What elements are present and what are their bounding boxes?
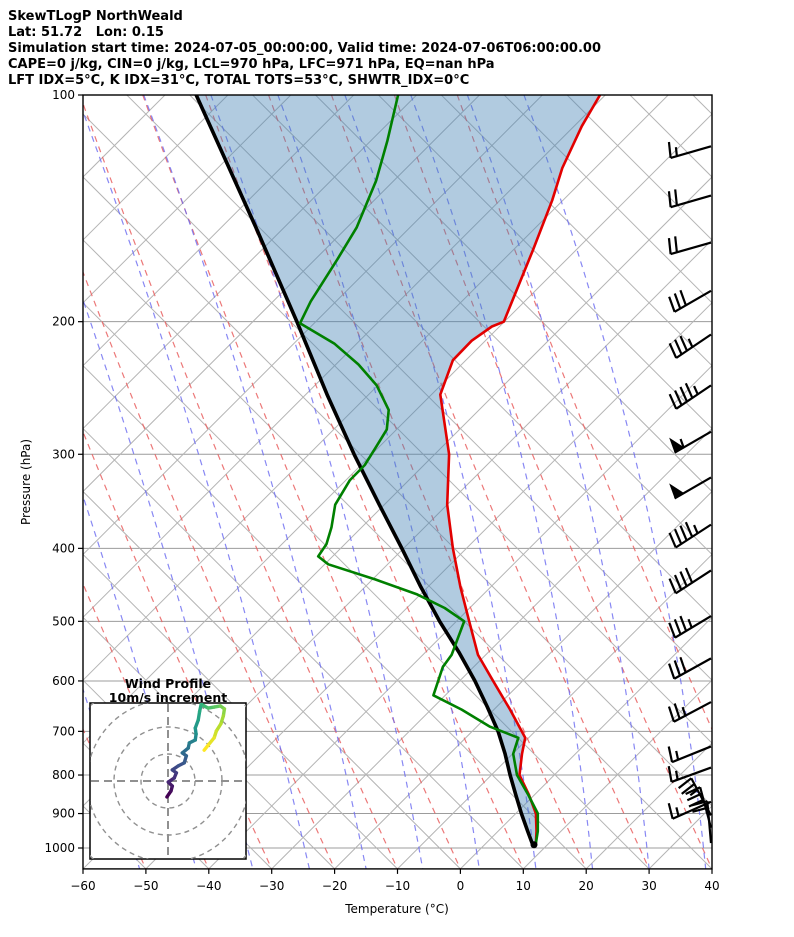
wind-barb — [667, 701, 712, 723]
dewpoint-curve — [298, 95, 540, 845]
hodograph-trace-segment — [202, 743, 210, 752]
cape-indices-line: CAPE=0 j/kg, CIN=0 j/kg, LCL=970 hPa, LF… — [8, 57, 495, 72]
wind-barb — [667, 766, 712, 783]
inset-title-line1: Wind Profile — [125, 676, 211, 691]
wind-barb — [667, 141, 712, 159]
x-tick-label: −50 — [133, 879, 158, 893]
x-tick-label: −30 — [259, 879, 284, 893]
x-tick-label: 40 — [704, 879, 719, 893]
y-tick-label: 200 — [52, 315, 75, 329]
axis-ticks: −60 −50 −40 −30 −20 −10 0 10 20 30 40 100 200 300 400 5… — [44, 88, 719, 893]
y-axis-label: Pressure (hPa) — [19, 439, 33, 525]
y-tick-label: 100 — [52, 88, 75, 102]
wind-barb — [667, 236, 712, 256]
wind-barb — [669, 476, 712, 500]
wind-barb — [691, 800, 713, 844]
y-tick-label: 400 — [52, 541, 75, 555]
lat-lon-line: Lat: 51.72 Lon: 0.15 — [8, 25, 164, 40]
y-tick-label: 700 — [52, 724, 75, 738]
wind-barb — [668, 333, 712, 359]
x-axis-label: Temperature (°C) — [344, 902, 449, 916]
wind-barb-column — [667, 141, 713, 844]
x-tick-label: −40 — [196, 879, 221, 893]
wind-barb — [668, 567, 712, 595]
wind-barb — [668, 382, 712, 410]
y-tick-label: 1000 — [44, 841, 75, 855]
x-tick-label: 0 — [457, 879, 465, 893]
y-tick-label: 600 — [52, 674, 75, 688]
sim-time-line: Simulation start time: 2024-07-05_00:00:… — [8, 41, 601, 56]
x-tick-label: −10 — [385, 879, 410, 893]
x-tick-label: −60 — [70, 879, 95, 893]
wind-barb — [669, 430, 712, 454]
y-tick-label: 900 — [52, 807, 75, 821]
wind-barb — [668, 289, 712, 313]
x-tick-label: −20 — [322, 879, 347, 893]
wind-barb — [667, 189, 712, 209]
x-tick-label: 10 — [516, 879, 531, 893]
wind-barb — [668, 656, 712, 680]
header: SkewTLogP NorthWeald Lat: 51.72 Lon: 0.1… — [8, 9, 601, 88]
y-tick-label: 500 — [52, 614, 75, 628]
x-tick-label: 30 — [641, 879, 656, 893]
surface-point-marker — [530, 841, 538, 849]
wind-profile-inset: Wind Profile 10m/s increment — [89, 676, 247, 860]
cin-shaded-area — [196, 95, 600, 844]
wind-barb — [667, 745, 712, 764]
x-tick-label: 20 — [579, 879, 594, 893]
y-tick-label: 300 — [52, 447, 75, 461]
sounding-curves — [194, 95, 602, 849]
parcel-curve — [194, 95, 534, 845]
hodograph-contents — [90, 703, 246, 859]
wind-barb — [668, 615, 712, 639]
inset-title-line2: 10m/s increment — [109, 690, 227, 705]
lifted-indices-line: LFT IDX=5°C, K IDX=31°C, TOTAL TOTS=53°C… — [8, 73, 469, 88]
y-tick-label: 800 — [52, 768, 75, 782]
wind-barb — [668, 521, 712, 549]
temperature-curve — [438, 95, 602, 845]
chart-title: SkewTLogP NorthWeald — [8, 9, 183, 24]
